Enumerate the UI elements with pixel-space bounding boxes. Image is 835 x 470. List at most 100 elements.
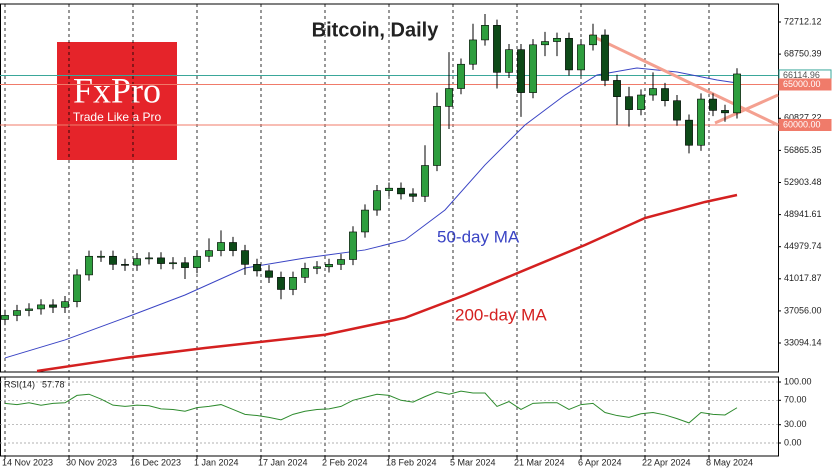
candle-body	[625, 96, 633, 110]
candle-body	[109, 255, 117, 265]
logo-box	[57, 42, 177, 160]
candle-body	[445, 88, 453, 107]
candle-body	[469, 39, 477, 65]
candle-body	[25, 308, 33, 311]
candle-body	[721, 110, 729, 114]
candle-body	[601, 34, 609, 81]
candle-body	[145, 257, 153, 260]
candle-body	[421, 165, 429, 197]
candle-body	[697, 98, 705, 146]
x-tick-label: 14 Nov 2023	[2, 457, 53, 467]
x-tick-label: 5 Mar 2024	[450, 457, 496, 467]
candle-body	[709, 98, 717, 111]
y-tick-label: 33094.14	[784, 337, 822, 347]
candle-body	[649, 88, 657, 96]
candle-body	[505, 49, 513, 73]
candle-body	[13, 310, 21, 316]
candle-body	[1, 315, 9, 320]
indicator-name: RSI(14)	[4, 379, 35, 389]
panel-frame	[0, 3, 779, 373]
level-label: 60000.00	[783, 119, 821, 129]
candle-body	[553, 38, 561, 42]
candle-body	[97, 255, 105, 258]
y-tick-label: 48941.61	[784, 209, 822, 219]
level-label-box	[778, 119, 832, 132]
candle-body	[673, 100, 681, 121]
candle-body	[157, 257, 165, 264]
x-tick-label: 1 Jan 2024	[194, 457, 239, 467]
series-label: 50-day MA	[437, 227, 520, 246]
x-tick-label: 17 Jan 2024	[258, 457, 308, 467]
x-tick-label: 2 Feb 2024	[322, 457, 368, 467]
candle-body	[457, 63, 465, 89]
candle-body	[589, 34, 597, 46]
level-label: 65000.00	[783, 79, 821, 89]
candle-body	[637, 94, 645, 110]
candle-body	[517, 49, 525, 93]
candle-body	[397, 187, 405, 195]
candle-body	[613, 80, 621, 97]
candle-body	[289, 277, 297, 290]
logo-tagline: Trade Like a Pro	[73, 110, 162, 124]
y-tick-label: 41017.87	[784, 273, 822, 283]
candle-body	[193, 255, 201, 268]
y-tick-label: 70.00	[784, 395, 807, 405]
chart-title: Bitcoin, Daily	[312, 19, 440, 41]
moving-average	[4, 67, 738, 359]
panel-frame	[0, 376, 779, 457]
candle-body	[337, 259, 345, 265]
candle-body	[49, 304, 57, 308]
candle-body	[433, 106, 441, 166]
x-tick-label: 30 Nov 2023	[66, 457, 117, 467]
y-tick-label: 100.00	[784, 376, 812, 386]
moving-average	[36, 193, 738, 373]
candle-body	[169, 262, 177, 265]
candle-body	[493, 25, 501, 73]
level-label-box	[778, 78, 832, 91]
candle-body	[121, 264, 129, 266]
y-tick-label: 68750.39	[784, 48, 822, 58]
candle-body	[409, 193, 417, 197]
candle-body	[217, 242, 225, 251]
candle-body	[313, 266, 321, 269]
candle-body	[325, 264, 333, 268]
candle-body	[361, 209, 369, 233]
x-tick-label: 8 May 2024	[706, 457, 753, 467]
candle-body	[265, 270, 273, 278]
x-tick-label: 16 Dec 2023	[130, 457, 181, 467]
x-tick-label: 21 Mar 2024	[514, 457, 565, 467]
y-tick-label: 30.00	[784, 419, 807, 429]
candle-body	[205, 250, 213, 257]
y-tick-label: 37056.00	[784, 305, 822, 315]
y-tick-label: 56865.35	[784, 145, 822, 155]
candle-body	[133, 258, 141, 266]
candle-body	[229, 242, 237, 251]
candle-body	[661, 88, 669, 101]
candle-body	[37, 304, 45, 310]
x-tick-label: 22 Apr 2024	[642, 457, 691, 467]
y-tick-label: 44979.74	[784, 241, 822, 251]
candle-body	[277, 277, 285, 290]
candle-body	[481, 25, 489, 41]
candle-body	[733, 73, 741, 114]
candle-body	[349, 231, 357, 260]
y-tick-label: 0.00	[784, 437, 802, 447]
candle-body	[373, 190, 381, 211]
candle-body	[253, 264, 261, 272]
y-tick-label: 60827.22	[784, 113, 822, 123]
candle-body	[61, 301, 69, 308]
series-label: 200-day MA	[455, 305, 547, 324]
candle-body	[685, 119, 693, 146]
rsi-line	[4, 390, 738, 424]
x-tick-label: 18 Feb 2024	[386, 457, 437, 467]
candle-body	[73, 274, 81, 302]
candle-body	[385, 187, 393, 191]
candle-body	[301, 268, 309, 278]
logo-brand: FxPro	[73, 70, 161, 110]
candle-body	[529, 44, 537, 93]
level-label: 66114.96	[783, 70, 820, 80]
candle-body	[565, 38, 573, 71]
y-tick-label: 52903.48	[784, 177, 822, 187]
candle-body	[85, 255, 93, 276]
